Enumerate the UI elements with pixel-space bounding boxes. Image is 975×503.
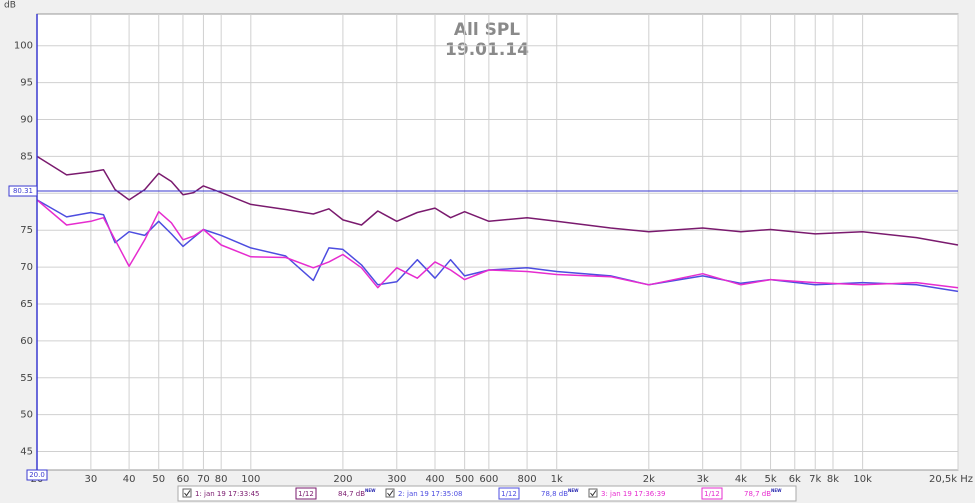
series-line <box>36 155 959 246</box>
x-tick-label: 200 <box>333 474 352 485</box>
legend-smoothing-box <box>498 487 520 500</box>
legend-label: 1: jan 19 17:33:45 <box>195 490 260 498</box>
x-tick-label: 1k <box>551 474 563 485</box>
legend-check <box>590 490 597 497</box>
cursor-x-box <box>26 469 48 481</box>
x-tick-label: 40 <box>123 474 136 485</box>
legend-check <box>184 490 191 497</box>
y-tick-label: 75 <box>20 225 33 236</box>
cursor-y-label: 80.31 <box>13 187 33 195</box>
x-tick-label: 300 <box>387 474 406 485</box>
x-tick-label: 600 <box>479 474 498 485</box>
legend <box>177 485 797 502</box>
x-tick-label: 800 <box>518 474 537 485</box>
x-tick-label: 10k <box>853 474 872 485</box>
x-tick-label: 80 <box>215 474 228 485</box>
legend-checkbox <box>588 488 598 498</box>
x-tick-label: 100 <box>241 474 260 485</box>
legend-label: 2: jan 19 17:35:08 <box>398 490 463 498</box>
x-tick-label: 70 <box>197 474 210 485</box>
x-tick-label: 3k <box>697 474 709 485</box>
y-tick-label: 70 <box>20 262 33 273</box>
x-tick-label: 50 <box>152 474 165 485</box>
legend-smoothing-box <box>295 487 317 500</box>
annotations: 80.31 20.0 <box>8 185 958 481</box>
x-tick-label: 5k <box>764 474 776 485</box>
x-tick-label: 8k <box>827 474 839 485</box>
legend-items: 1: jan 19 17:33:45 1/12 84,7 dB NEW 2: jan 1… <box>182 487 782 500</box>
series-line <box>36 199 959 293</box>
x-tick-label: 7k <box>809 474 821 485</box>
legend-level: 78,8 dB <box>541 490 568 498</box>
legend-check <box>387 490 394 497</box>
legend-smoothing: 1/12 <box>298 490 314 498</box>
legend-smoothing: 1/12 <box>501 490 517 498</box>
y-tick-label: 65 <box>20 299 33 310</box>
y-tick-label: 55 <box>20 373 33 384</box>
legend-badge: NEW <box>365 488 376 493</box>
legend-badge: NEW <box>771 488 782 493</box>
x-tick-label: 20,5k Hz <box>929 474 973 485</box>
series-line <box>36 199 959 289</box>
legend-checkbox <box>385 488 395 498</box>
legend-badge: NEW <box>568 488 579 493</box>
x-tick-label: 6k <box>789 474 801 485</box>
plot-area <box>36 13 959 471</box>
x-tick-label: 2k <box>643 474 655 485</box>
x-tick-label: 30 <box>85 474 98 485</box>
y-tick-label: 50 <box>20 410 33 421</box>
legend-level: 84,7 dB <box>338 490 365 498</box>
y-tick-label: 95 <box>20 78 33 89</box>
x-tick-label: 4k <box>735 474 747 485</box>
y-tick-label: 45 <box>20 447 33 458</box>
x-tick-label: 500 <box>455 474 474 485</box>
x-tick-label: 400 <box>425 474 444 485</box>
legend-level: 78,7 dB <box>744 490 771 498</box>
y-tick-label: 100 <box>14 41 33 52</box>
y-tick-label: 90 <box>20 115 33 126</box>
cursor-x-label: 20.0 <box>29 471 45 479</box>
y-tick-label: 60 <box>20 336 33 347</box>
chart-subtitle: 19.01.14 <box>445 40 529 60</box>
cursor-y-box <box>8 185 38 197</box>
chart-title: All SPL <box>454 20 520 40</box>
legend-label: 3: jan 19 17:36:39 <box>601 490 666 498</box>
legend-smoothing: 1/12 <box>704 490 720 498</box>
x-tick-label: 60 <box>177 474 190 485</box>
legend-checkbox <box>182 488 192 498</box>
y-axis-label: dB <box>4 1 16 11</box>
legend-smoothing-box <box>701 487 723 500</box>
y-tick-label: 85 <box>20 151 33 162</box>
lines <box>36 155 959 293</box>
